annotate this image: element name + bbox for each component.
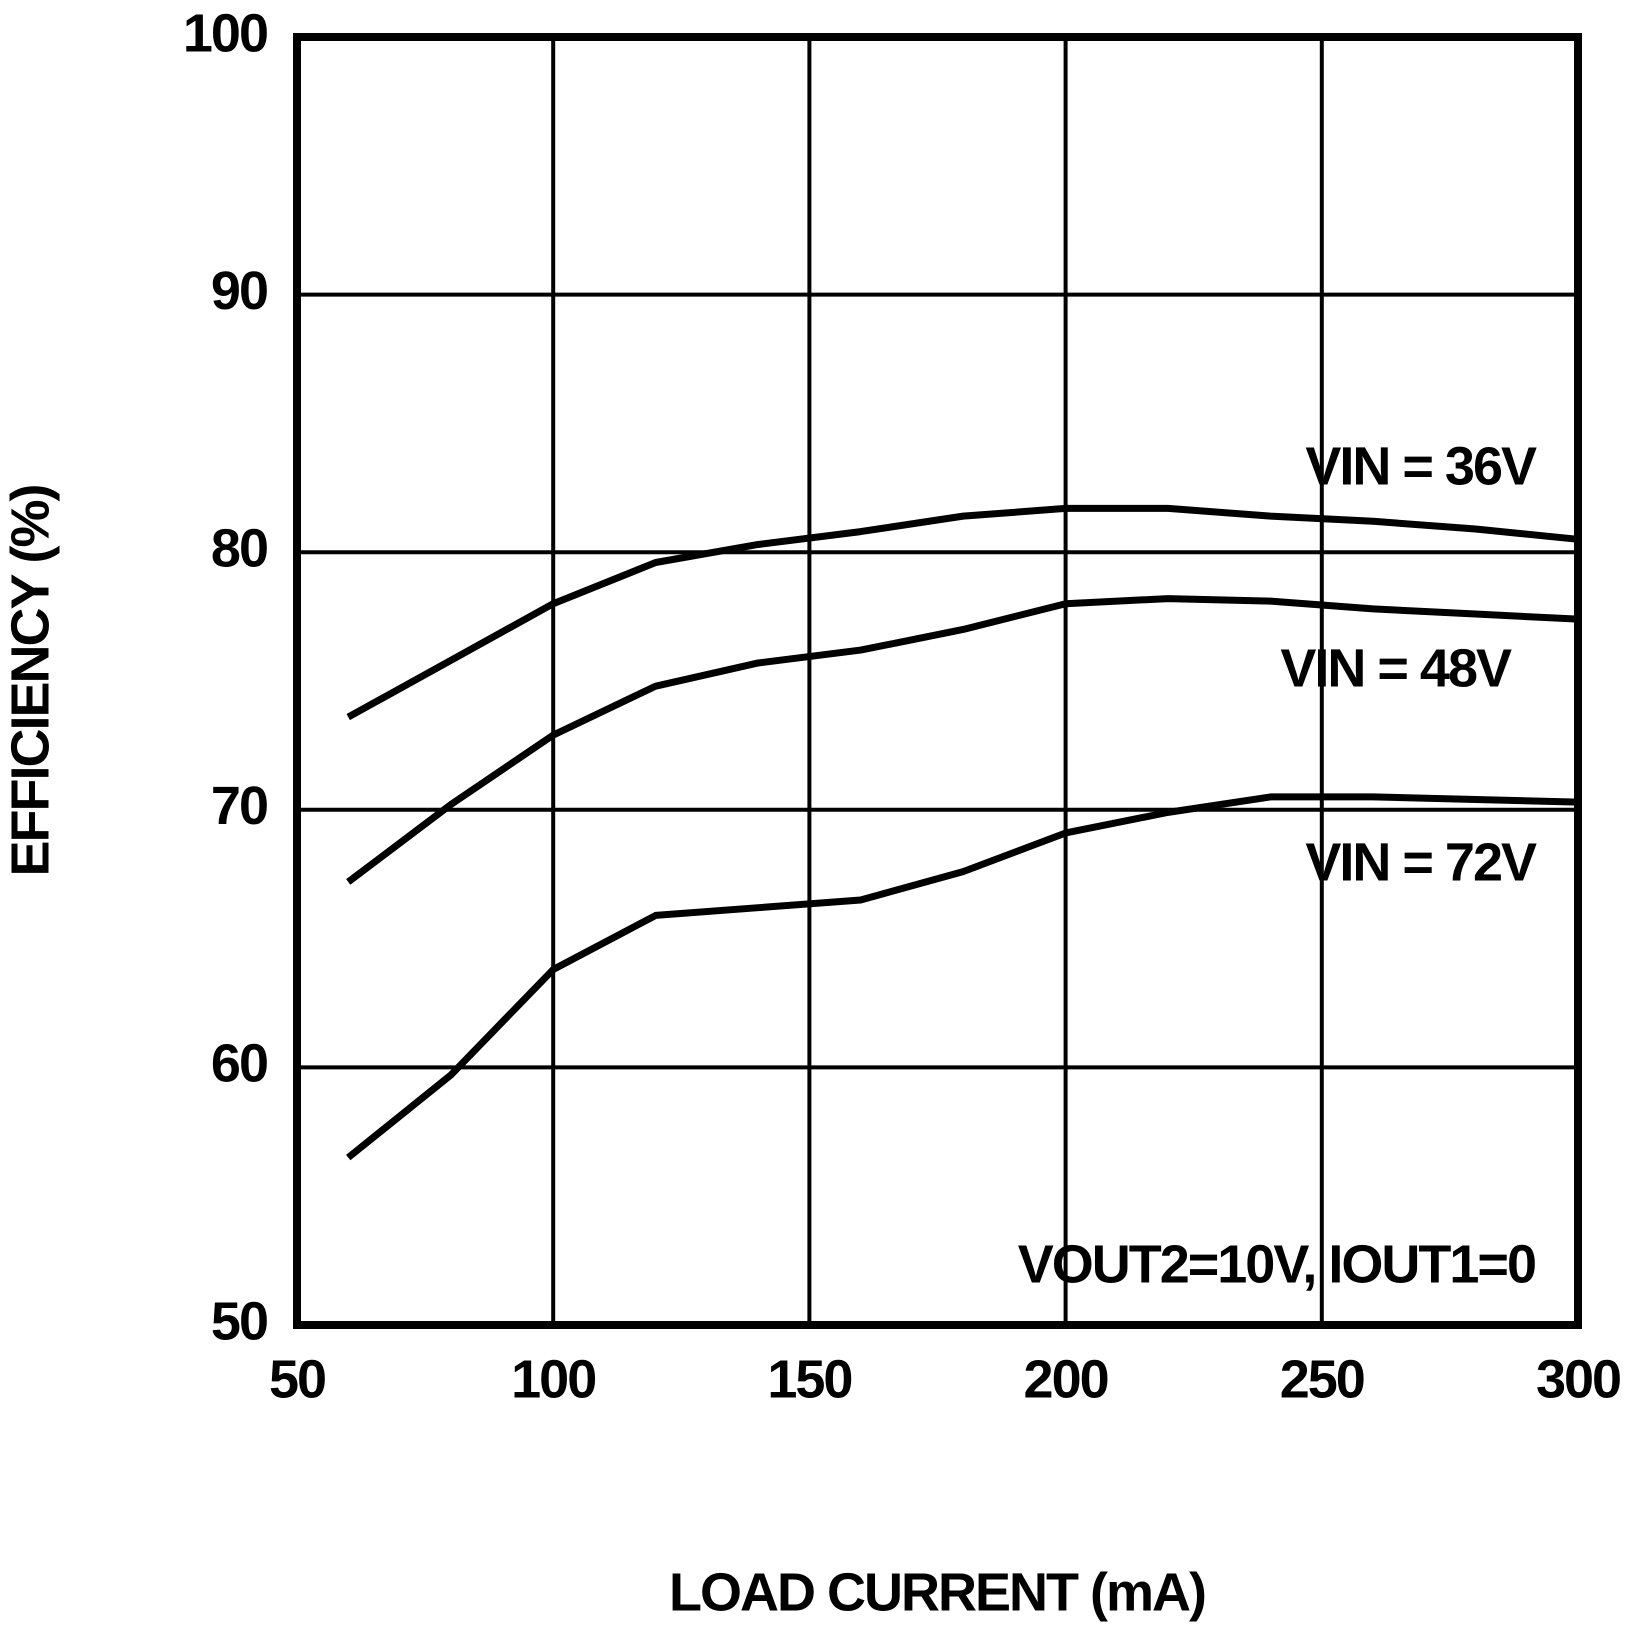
y-tick-label: 70	[211, 776, 267, 836]
x-tick-label: 250	[1280, 1349, 1364, 1409]
x-tick-label: 150	[767, 1349, 851, 1409]
x-tick-label: 300	[1536, 1349, 1620, 1409]
series-label: VIN = 36V	[1305, 436, 1537, 496]
x-tick-label: 200	[1024, 1349, 1108, 1409]
series-line	[346, 504, 1579, 721]
y-tick-label: 80	[211, 518, 267, 578]
y-axis-label: EFFICIENCY (%)	[0, 485, 60, 876]
x-tick-label: 100	[511, 1349, 595, 1409]
y-tick-label: 50	[211, 1291, 267, 1351]
series-label: VIN = 72V	[1305, 832, 1537, 892]
y-tick-label: 90	[211, 261, 267, 321]
x-axis-label: LOAD CURRENT (mA)	[669, 1562, 1205, 1622]
series-line	[346, 793, 1579, 1161]
series-line	[346, 595, 1579, 885]
y-tick-label: 60	[211, 1034, 267, 1094]
x-tick-label: 50	[269, 1349, 325, 1409]
plot-frame	[293, 33, 1582, 1329]
series-label: VIN = 48V	[1280, 638, 1512, 698]
y-tick-label: 100	[183, 3, 267, 63]
annotation: VOUT2=10V, IOUT1=0	[1018, 1234, 1535, 1294]
